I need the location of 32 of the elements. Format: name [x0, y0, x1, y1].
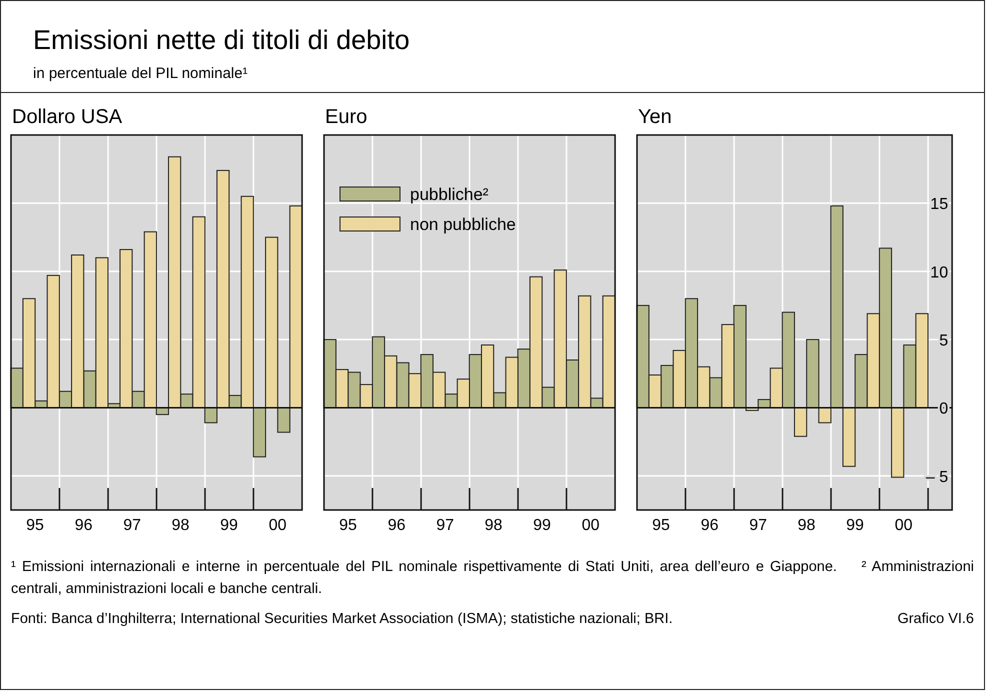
y-tick-label: 15	[930, 196, 948, 214]
x-tick-label: 00	[582, 517, 600, 534]
legend-label: non pubbliche	[410, 215, 516, 234]
x-tick-label: 95	[26, 517, 44, 534]
x-tick-label: 96	[388, 517, 406, 534]
x-tick-label: 98	[172, 517, 190, 534]
text: in percentuale del PIL nominale¹	[32, 64, 249, 84]
x-tick-label: 97	[123, 517, 142, 534]
x-tick-label: 96	[74, 517, 93, 534]
chart-title: Euro	[325, 106, 368, 128]
x-tick-label: 97	[436, 517, 454, 534]
x-tick-label: 99	[220, 517, 238, 534]
text: Emissioni nette di titoli di debito	[32, 24, 411, 57]
x-tick-label: 96	[700, 517, 719, 534]
x-tick-label: 00	[268, 517, 287, 534]
x-tick-label: 99	[846, 517, 864, 534]
y-tick-label: 10	[930, 264, 948, 282]
chart-title: Dollaro USA	[12, 106, 123, 128]
x-tick-label: 97	[749, 517, 768, 534]
x-tick-label: 00	[894, 517, 913, 534]
x-tick-label: 95	[652, 517, 670, 534]
legend-label: pubbliche²	[410, 185, 489, 204]
chart-title: Yen	[638, 106, 672, 128]
y-tick-label: 5	[939, 332, 948, 350]
text: ¹ Emissioni internazionali e interne in percentuale del PIL nominale rispettivamente di Stati Uniti, area dell’euro e Giappone.	[11, 559, 837, 575]
x-tick-label: 99	[533, 517, 552, 534]
x-tick-label: 98	[798, 517, 816, 534]
x-tick-label: 95	[339, 517, 358, 534]
text: Grafico VI.6	[897, 610, 974, 629]
text: Fonti: Banca d’Inghilterra; International Securities Market Association (ISMA); statistiche nazionali; BRI.	[11, 610, 673, 629]
x-tick-label: 98	[484, 517, 503, 534]
y-tick-label: – 5	[926, 468, 948, 486]
